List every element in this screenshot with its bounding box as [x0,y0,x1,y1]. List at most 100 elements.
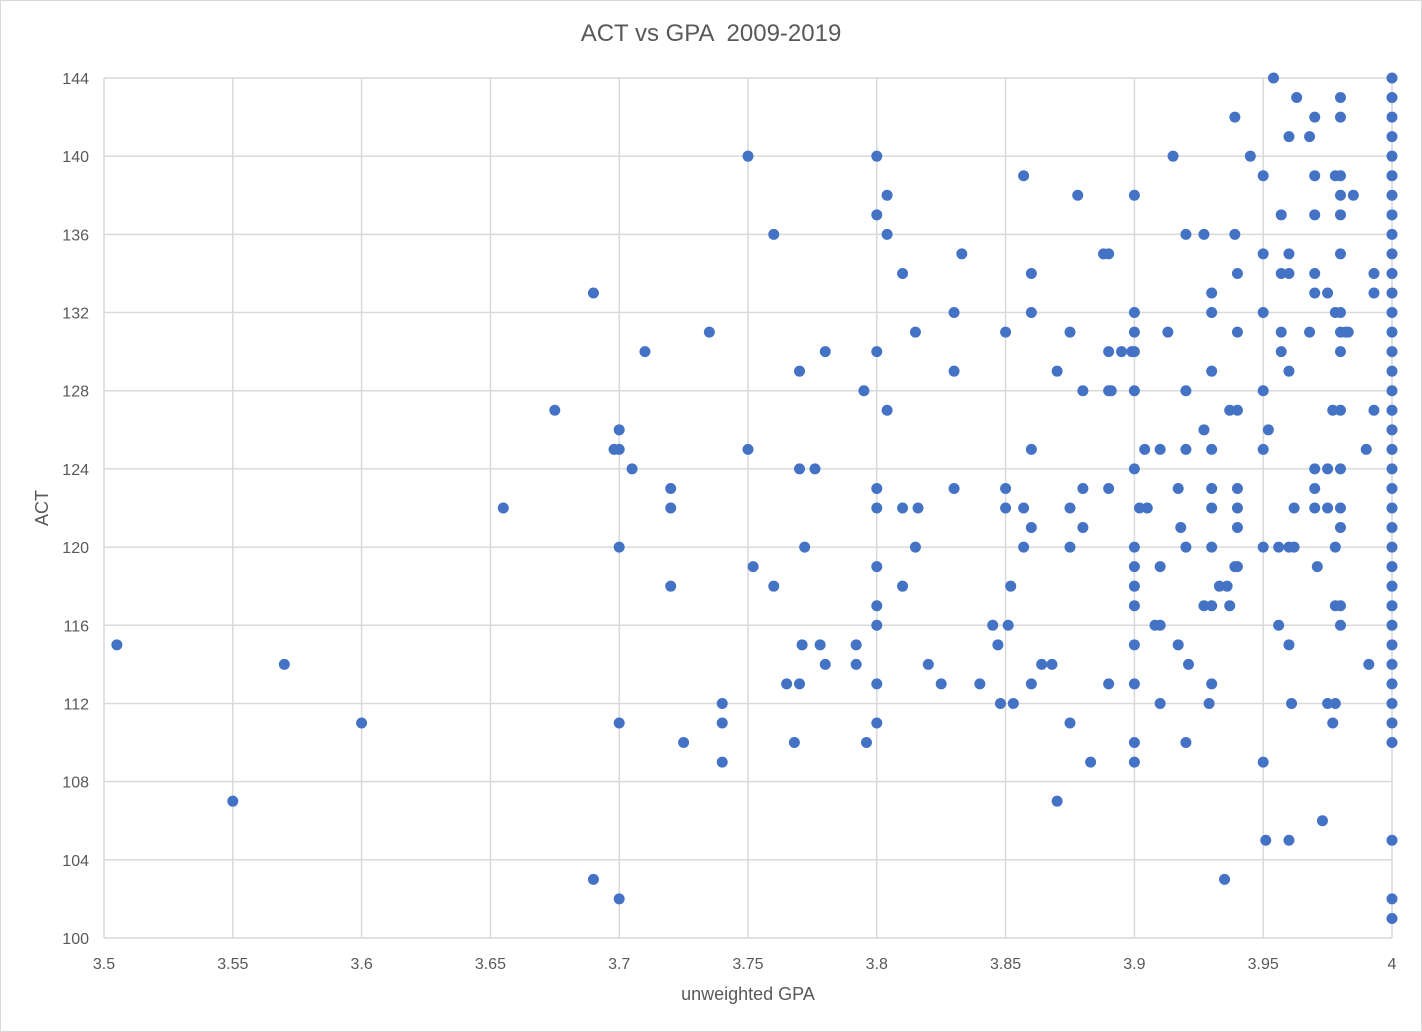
data-point [987,619,999,631]
data-point [1203,697,1215,709]
data-point [747,561,759,573]
data-point [1025,678,1037,690]
data-point [1180,541,1192,553]
data-point [948,482,960,494]
data-point [613,424,625,436]
data-point [1154,561,1166,573]
data-point [948,365,960,377]
data-point [794,678,806,690]
y-axis-label: ACT [32,490,52,526]
data-point [871,717,883,729]
y-tick-label: 120 [62,540,89,557]
data-point [1064,326,1076,338]
data-point [1386,72,1398,84]
data-point [1025,267,1037,279]
gridlines [103,77,1393,939]
data-point [742,443,754,455]
data-point [881,228,893,240]
data-point [1283,267,1295,279]
data-point [1064,541,1076,553]
data-point [1103,482,1115,494]
data-point [549,404,561,416]
y-tick-label: 136 [62,227,89,244]
data-point [1386,307,1398,319]
data-point [1172,639,1184,651]
data-point [897,267,909,279]
data-point [1025,307,1037,319]
data-point [881,189,893,201]
data-point [1386,404,1398,416]
x-tick-label: 3.55 [217,956,248,973]
data-point [768,580,780,592]
data-point [1386,267,1398,279]
x-axis-label: unweighted GPA [681,984,815,1004]
data-point [850,639,862,651]
data-point [111,639,123,651]
data-point [1368,404,1380,416]
data-point [716,697,728,709]
data-point [1275,267,1287,279]
data-point [1244,150,1256,162]
data-point [781,678,793,690]
data-point [1386,522,1398,534]
x-tick-label: 3.9 [1123,956,1145,973]
data-point [1304,326,1316,338]
data-point [1231,404,1243,416]
data-point [1268,72,1280,84]
data-point [1386,131,1398,143]
data-point [814,639,826,651]
data-point [1288,502,1300,514]
data-point [1257,170,1269,182]
data-point [1103,248,1115,260]
data-point [1002,619,1014,631]
data-point [1309,111,1321,123]
data-point [1368,287,1380,299]
data-point [1141,502,1153,514]
data-point [1224,600,1236,612]
data-point [1051,795,1063,807]
data-point [1347,189,1359,201]
data-point [1206,541,1218,553]
data-point [356,717,368,729]
x-tick-label: 3.85 [990,956,1021,973]
data-point [1162,326,1174,338]
y-tick-label: 100 [62,931,89,948]
data-point [1231,482,1243,494]
data-point [1231,522,1243,534]
data-point [1128,580,1140,592]
data-point [871,150,883,162]
data-point [1283,248,1295,260]
data-point [1322,287,1334,299]
data-point [1329,697,1341,709]
data-point [1257,756,1269,768]
data-point [742,150,754,162]
data-point [1275,326,1287,338]
data-point [1386,600,1398,612]
data-point [1334,170,1346,182]
data-point [639,346,651,358]
x-tick-label: 3.7 [608,956,630,973]
data-point [1386,893,1398,905]
x-tick-label: 3.95 [1248,956,1279,973]
data-point [1386,443,1398,455]
data-point [1077,482,1089,494]
data-point [974,678,986,690]
data-point [613,717,625,729]
data-point [1309,287,1321,299]
y-tick-label: 116 [63,618,89,635]
data-point [1386,326,1398,338]
data-point [809,463,821,475]
data-point [1257,385,1269,397]
data-point [1007,697,1019,709]
data-point [1116,346,1128,358]
data-point [1128,541,1140,553]
data-point [1206,502,1218,514]
data-point [1172,482,1184,494]
data-point [1018,170,1030,182]
data-point [1213,580,1225,592]
data-point [1128,385,1140,397]
data-point [1167,150,1179,162]
data-point [1334,307,1346,319]
data-point [1386,463,1398,475]
